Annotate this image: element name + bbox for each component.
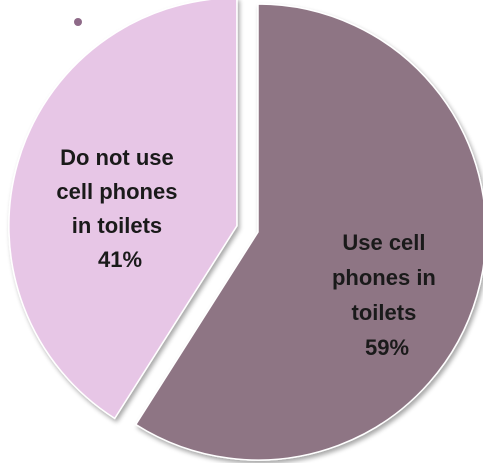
slice-label-use-line-1: Use cell [342,230,425,255]
slice-label-use-value: 59% [365,335,409,360]
decorative-dot [74,18,82,26]
slice-label-do-not-use-line-2: cell phones [56,179,177,204]
pie-slice-1 [8,0,238,420]
pie-slice-0 [134,3,483,461]
slice-label-use-line-2: phones in [332,265,436,290]
slice-label-use-line-3: toilets [352,300,417,325]
slice-label-do-not-use-line-1: Do not use [60,145,174,170]
slice-label-do-not-use-value: 41% [98,247,142,272]
slice-label-do-not-use-line-3: in toilets [72,213,162,238]
slice-label-use: Use cell phones in toilets 59% [332,230,442,360]
pie-slices [8,0,483,461]
slice-label-do-not-use: Do not use cell phones in toilets 41% [56,145,183,272]
